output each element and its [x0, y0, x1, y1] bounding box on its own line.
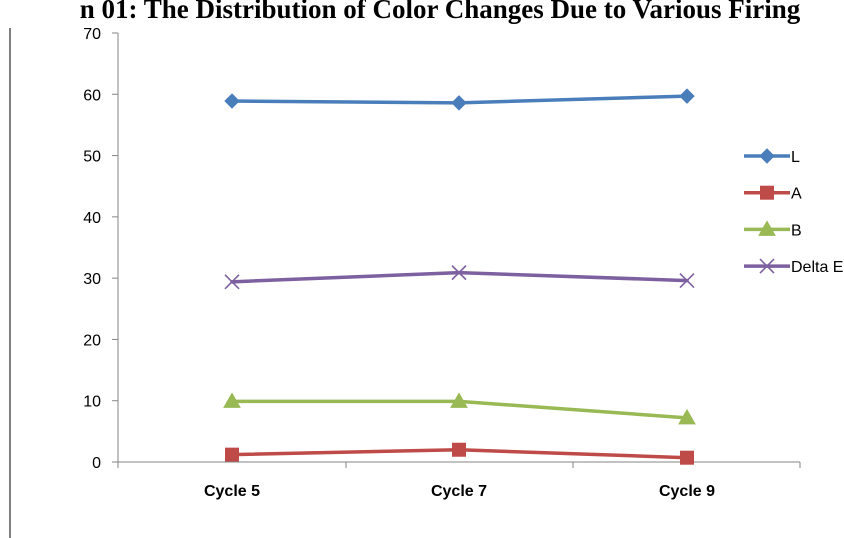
legend-marker-delta-e	[759, 258, 775, 274]
legend-entry-b: B	[791, 222, 802, 239]
x-tick-label: Cycle 5	[204, 483, 260, 500]
data-point-delta-e	[224, 274, 240, 290]
chart-title: n 01: The Distribution of Color Changes …	[79, 0, 801, 24]
data-point-delta-e	[451, 265, 467, 281]
x-tick-label: Cycle 9	[659, 483, 715, 500]
data-point-a	[452, 442, 466, 457]
y-tick-label: 30	[83, 271, 101, 288]
data-point-l	[679, 88, 695, 104]
data-point-b	[678, 408, 696, 425]
y-tick-label: 20	[83, 332, 101, 349]
data-point-delta-e	[679, 273, 695, 289]
legend-entry-l: L	[791, 149, 800, 166]
data-point-l	[451, 95, 467, 111]
y-tick-label: 0	[92, 455, 101, 472]
legend-entry-a: A	[791, 186, 802, 203]
y-tick-label: 70	[83, 26, 101, 43]
data-point-b	[450, 392, 468, 408]
y-tick-label: 10	[83, 394, 101, 411]
y-tick-label: 60	[83, 87, 101, 104]
legend: L A B Delta E	[744, 148, 843, 276]
x-tick-label: Cycle 7	[431, 483, 487, 500]
legend-marker-a	[760, 185, 774, 200]
data-point-a	[225, 447, 239, 462]
legend-entry-delta-e: Delta E	[791, 259, 843, 276]
legend-marker-l	[759, 148, 775, 164]
data-point-a	[680, 450, 694, 465]
legend-marker-b	[758, 220, 776, 236]
y-tick-label: 40	[83, 210, 101, 227]
y-tick-label: 50	[83, 149, 101, 166]
chart-frame-edge	[9, 28, 11, 538]
data-point-l	[224, 93, 240, 109]
data-point-b	[223, 392, 241, 408]
series-layer	[223, 88, 696, 465]
